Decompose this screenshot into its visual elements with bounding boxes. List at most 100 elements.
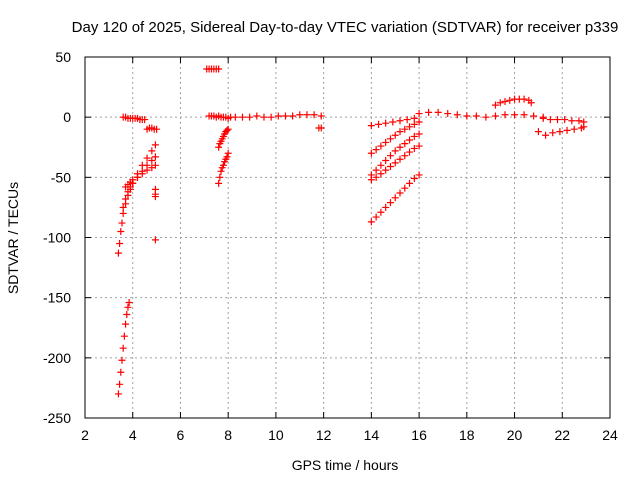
data-point [410,132,418,140]
data-point [482,113,490,121]
data-point [372,173,380,181]
data-point [382,138,390,146]
data-point [122,195,130,203]
data-point [223,153,231,161]
data-point [554,116,561,124]
y-tick-label: 0 [63,109,71,125]
data-point [296,111,304,119]
data-point [224,125,232,133]
series-flat-16-21 [415,108,547,121]
data-point [391,159,399,167]
data-point [415,130,423,138]
data-point [123,311,131,319]
y-tick-label: -50 [51,169,71,185]
data-point [260,113,268,121]
data-point [367,176,375,184]
data-point [281,112,289,120]
data-point [151,236,159,244]
data-point [527,99,535,107]
data-point [406,179,414,187]
data-point [151,193,159,201]
data-point [511,111,519,119]
y-tick-label: -100 [43,230,71,246]
data-point [117,227,125,235]
data-point [148,156,156,164]
data-point [153,125,161,133]
x-tick-label: 10 [268,427,284,443]
data-point [141,116,149,124]
data-point [542,131,550,139]
x-tick-label: 16 [411,427,427,443]
data-point [138,170,146,178]
data-point [267,113,275,121]
data-point [125,298,133,306]
series-early-dip [143,124,161,133]
data-point [148,147,156,155]
data-point [114,249,122,257]
data-point [274,112,282,120]
series-late-rise-1 [367,118,423,157]
data-point [231,113,239,121]
data-point [219,161,227,169]
data-point [124,188,132,196]
data-point [372,166,380,174]
data-point [375,120,383,128]
data-point [386,152,394,160]
data-point [396,143,404,151]
data-points [114,65,588,398]
data-point [472,112,480,120]
data-point [415,110,423,118]
x-tick-label: 18 [459,427,475,443]
x-tick-label: 20 [507,427,523,443]
data-point [401,140,409,148]
data-point [386,135,394,143]
x-tick-label: 12 [316,427,332,443]
data-point [382,119,390,127]
data-point [491,112,499,120]
data-point [119,209,127,217]
data-point [372,213,380,221]
data-point [215,179,223,187]
data-point [561,116,569,124]
data-point [549,129,557,137]
data-point [520,111,528,119]
data-point [289,112,297,120]
series-flat-9-12 [231,111,325,121]
data-point [367,149,375,157]
data-point [382,203,390,211]
y-tick-label: -150 [43,290,71,306]
series-mid-rise-2 [215,149,232,187]
data-point [151,141,159,149]
x-tick-label: 24 [602,427,618,443]
data-point [122,320,130,328]
data-point [118,219,126,227]
data-point [129,176,137,184]
data-point [386,163,394,171]
data-point [434,108,442,116]
x-tick-label: 14 [364,427,380,443]
data-point [317,112,325,120]
series-rise-3 [122,161,159,191]
y-tick-label: -250 [43,410,71,426]
series-mid-rise-1 [215,125,232,151]
data-point [143,166,151,174]
data-point [382,166,390,174]
chart-title: Day 120 of 2025, Sidereal Day-to-day VTE… [72,19,619,36]
axis-ticks: 2 4 6 8 10 12 14 16 18 20 22 24500-50-100-150-200-2… [43,49,618,443]
data-point [568,117,576,125]
data-point [224,149,232,157]
data-point [367,122,375,130]
data-point [415,118,423,126]
data-point [539,114,547,122]
data-point [556,128,564,136]
data-point [120,332,128,340]
data-point [116,380,124,388]
data-point [396,117,404,125]
data-point [116,240,124,248]
data-point [217,167,225,175]
data-point [246,113,254,121]
data-point [406,136,414,144]
data-point [391,131,399,139]
data-point [215,143,223,151]
data-point [382,156,390,164]
